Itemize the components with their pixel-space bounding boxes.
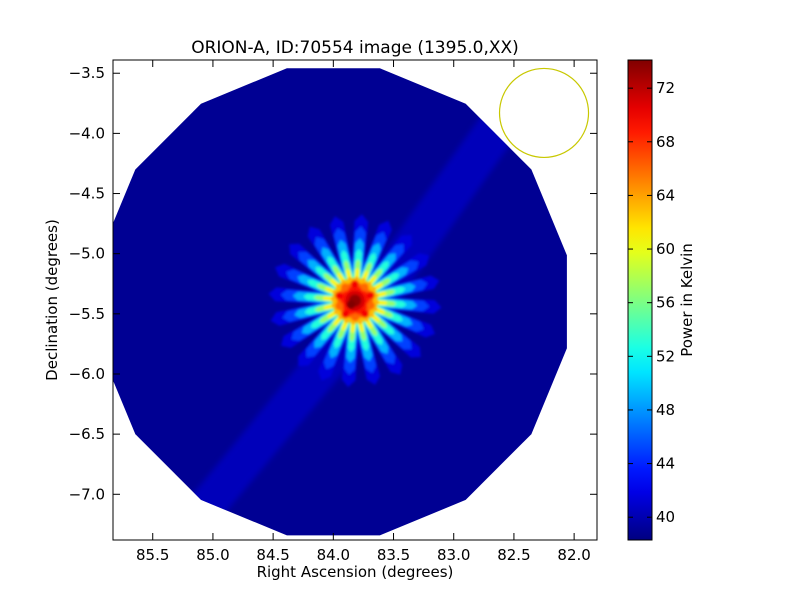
x-tick-label: 83.0 xyxy=(437,546,470,564)
core-mottle xyxy=(360,282,369,292)
y-axis-label: Declination (degrees) xyxy=(43,219,61,381)
colorbar-tick-label: 72 xyxy=(656,79,675,97)
core-mottle xyxy=(360,309,370,318)
colorbar-gradient xyxy=(628,60,652,540)
y-tick-label: −4.0 xyxy=(69,124,105,142)
y-tick-label: −4.5 xyxy=(69,185,105,203)
core-peak xyxy=(346,300,356,309)
x-tick-label: 85.5 xyxy=(136,546,169,564)
colorbar-tick-label: 44 xyxy=(656,455,675,473)
colorbar-tick-label: 48 xyxy=(656,401,675,419)
x-axis-label: Right Ascension (degrees) xyxy=(257,563,454,581)
core-mottle xyxy=(340,283,350,292)
x-tick-label: 83.5 xyxy=(377,546,410,564)
sky-image xyxy=(113,68,567,536)
x-tick-label: 84.0 xyxy=(317,546,350,564)
core-mottle xyxy=(366,291,375,300)
colorbar-tick-label: 56 xyxy=(656,294,675,312)
core-mottle xyxy=(341,310,350,319)
x-tick-label: 85.0 xyxy=(196,546,229,564)
colorbar-label: Power in Kelvin xyxy=(678,243,696,357)
core-mottle xyxy=(351,313,360,322)
y-tick-label: −7.0 xyxy=(69,485,105,503)
y-tick-label: −6.5 xyxy=(69,425,105,443)
beam-circle xyxy=(498,67,590,159)
colorbar: 40 44 48 52 56 60 64 68 72 Power in Kelvin xyxy=(627,59,696,541)
plot-area xyxy=(113,60,597,540)
chart-title: ORION-A, ID:70554 image (1395.0,XX) xyxy=(191,38,519,58)
core-mottle xyxy=(335,301,344,311)
colorbar-tick-label: 64 xyxy=(656,186,675,204)
x-tick-label: 82.0 xyxy=(557,546,590,564)
x-tick-label: 84.5 xyxy=(256,546,289,564)
axes-frame xyxy=(112,59,598,541)
y-axis: −3.5 −4.0 −4.5 −5.0 −5.5 −6.0 −6.5 −7.0 xyxy=(69,64,597,503)
colorbar-frame xyxy=(627,59,653,541)
x-axis: 85.5 85.0 84.5 84.0 83.5 83.0 82.5 82.0 xyxy=(136,60,591,564)
colorbar-tick-label: 60 xyxy=(656,240,675,258)
y-tick-label: −5.5 xyxy=(69,305,105,323)
y-tick-label: −5.0 xyxy=(69,245,105,263)
source-core xyxy=(332,278,378,323)
y-tick-label: −3.5 xyxy=(69,64,105,82)
colorbar-tick-label: 52 xyxy=(656,347,675,365)
y-tick-label: −6.0 xyxy=(69,365,105,383)
core-mottle xyxy=(335,291,344,300)
core-mottle xyxy=(350,279,359,289)
core-mottle xyxy=(366,301,375,310)
colorbar-tick-label: 68 xyxy=(656,133,675,151)
colorbar-ticks: 40 44 48 52 56 60 64 68 72 xyxy=(628,79,675,526)
colorbar-tick-label: 40 xyxy=(656,508,675,526)
x-tick-label: 82.5 xyxy=(497,546,530,564)
